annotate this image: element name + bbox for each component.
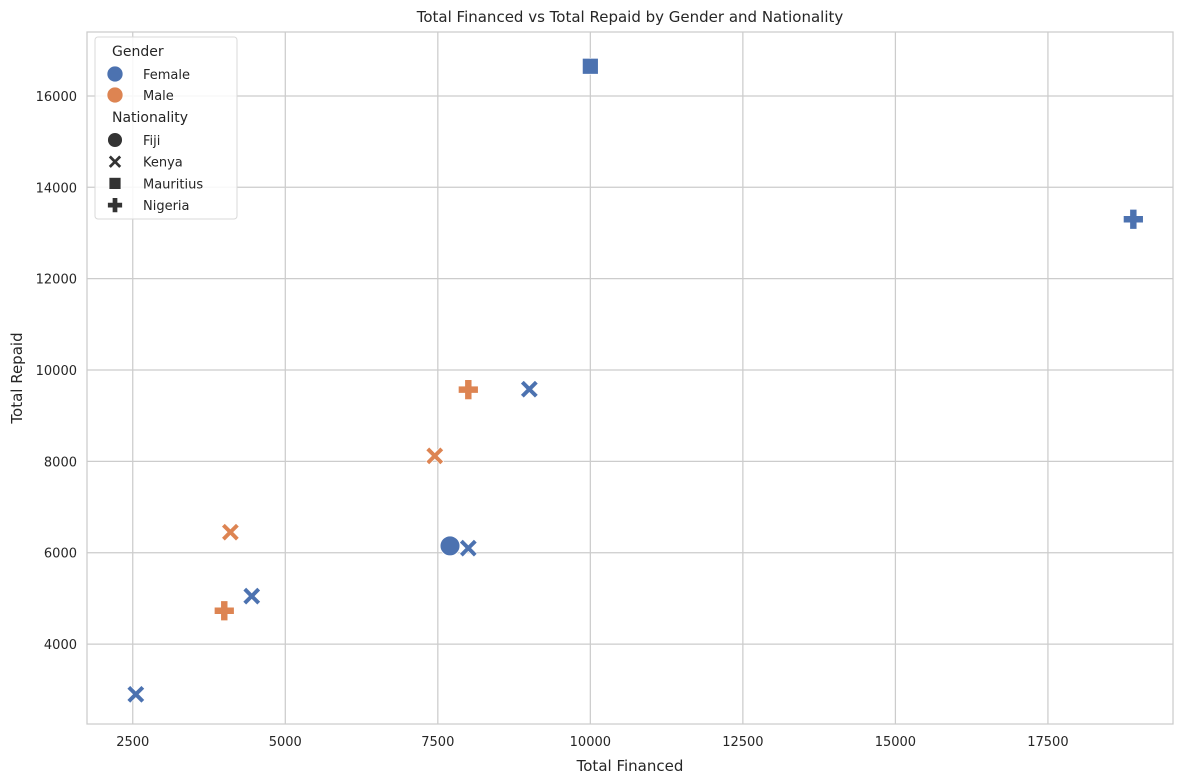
legend-box bbox=[94, 36, 238, 220]
legend-label-kenya: Kenya bbox=[143, 156, 183, 171]
x-tick-label: 5000 bbox=[269, 735, 302, 750]
x-tick-label: 12500 bbox=[722, 735, 763, 750]
legend-items: Female Male Fiji Kenya Mauritius Nigeria bbox=[106, 65, 203, 214]
legend: Gender Nationality Female Male Fiji Kenya Ma… bbox=[94, 36, 238, 220]
data-point bbox=[458, 379, 479, 400]
legend-marker-fiji bbox=[107, 132, 123, 148]
x-tick-label: 10000 bbox=[570, 735, 611, 750]
y-tick-label: 6000 bbox=[44, 547, 77, 562]
data-point bbox=[425, 446, 444, 466]
legend-title-nationality: Nationality bbox=[112, 110, 188, 126]
legend-label-mauritius: Mauritius bbox=[143, 177, 203, 192]
legend-label-nigeria: Nigeria bbox=[143, 199, 190, 214]
y-tick-label: 16000 bbox=[36, 90, 77, 105]
x-tick-label: 17500 bbox=[1027, 735, 1068, 750]
y-axis-ticks: 4000 6000 8000 10000 12000 14000 16000 bbox=[36, 90, 77, 653]
data-point bbox=[214, 600, 235, 621]
legend-title-gender: Gender bbox=[112, 44, 164, 60]
x-axis-label: Total Financed bbox=[576, 757, 684, 775]
data-point bbox=[439, 535, 461, 557]
data-point bbox=[581, 57, 599, 75]
x-tick-label: 15000 bbox=[875, 735, 916, 750]
data-point bbox=[242, 586, 261, 606]
x-axis-ticks: 2500 5000 7500 10000 12500 15000 17500 bbox=[116, 735, 1068, 750]
legend-marker-kenya bbox=[107, 154, 123, 169]
legend-marker-mauritius bbox=[108, 176, 122, 190]
legend-label-male: Male bbox=[143, 89, 174, 104]
legend-label-fiji: Fiji bbox=[143, 134, 160, 149]
data-point bbox=[459, 538, 478, 558]
x-tick-label: 2500 bbox=[116, 735, 149, 750]
data-points bbox=[126, 57, 1144, 704]
y-tick-label: 14000 bbox=[36, 181, 77, 196]
y-tick-label: 10000 bbox=[36, 364, 77, 379]
legend-label-female: Female bbox=[143, 68, 190, 83]
chart-title: Total Financed vs Total Repaid by Gender… bbox=[416, 8, 844, 26]
x-tick-label: 7500 bbox=[421, 735, 454, 750]
data-point bbox=[520, 379, 539, 399]
grid bbox=[87, 32, 1173, 724]
data-point bbox=[221, 522, 240, 542]
legend-marker-nigeria bbox=[107, 197, 123, 213]
y-tick-label: 4000 bbox=[44, 638, 77, 653]
y-tick-label: 12000 bbox=[36, 273, 77, 288]
legend-marker-male bbox=[106, 86, 124, 104]
data-point bbox=[126, 685, 146, 704]
plot-area-frame bbox=[86, 31, 1174, 725]
y-axis-label: Total Repaid bbox=[8, 332, 26, 424]
legend-marker-female bbox=[106, 65, 124, 83]
data-point bbox=[1123, 209, 1144, 230]
y-tick-label: 8000 bbox=[44, 455, 77, 470]
